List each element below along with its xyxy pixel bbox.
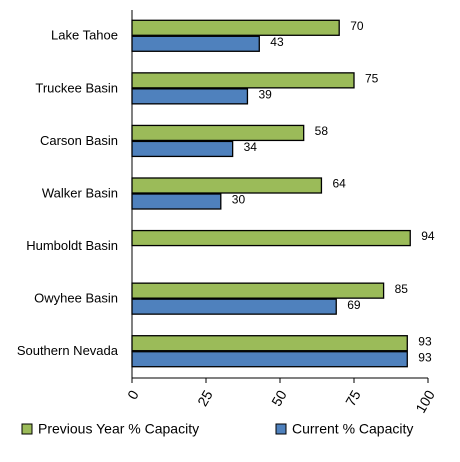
- bar: [131, 19, 340, 36]
- x-tick-label: 50: [268, 387, 290, 409]
- value-label: 75: [365, 72, 379, 86]
- value-label: 43: [270, 35, 284, 49]
- bar: [131, 140, 234, 158]
- bar: [131, 177, 323, 194]
- bar: [131, 282, 385, 299]
- y-tick-label: Owyhee Basin: [34, 291, 118, 306]
- y-tick-label: Humboldt Basin: [26, 238, 118, 253]
- bar: [131, 351, 408, 368]
- legend-label: Previous Year % Capacity: [38, 421, 199, 437]
- value-label: 64: [332, 177, 346, 191]
- bar: [131, 298, 337, 315]
- y-tick-label: Southern Nevada: [17, 343, 119, 358]
- y-tick-label: Carson Basin: [40, 133, 118, 148]
- value-label: 34: [244, 140, 258, 154]
- bar: [131, 124, 305, 142]
- bar: [131, 193, 222, 210]
- value-label: 85: [395, 282, 409, 296]
- y-tick-label: Lake Tahoe: [51, 28, 118, 43]
- value-label: 70: [350, 19, 364, 33]
- value-label: 93: [418, 350, 432, 364]
- x-tick-label: 75: [342, 387, 364, 409]
- x-tick-label: 100: [412, 387, 438, 415]
- value-label: 30: [232, 193, 246, 207]
- value-label: 69: [347, 298, 361, 312]
- bar: [131, 35, 260, 52]
- y-tick-label: Truckee Basin: [35, 80, 118, 95]
- x-tick-label: 25: [194, 387, 216, 409]
- x-tick-label: 0: [124, 387, 142, 402]
- value-label: 58: [315, 124, 329, 138]
- y-tick-label: Walker Basin: [42, 185, 118, 200]
- bar: [131, 335, 408, 352]
- value-label: 94: [421, 229, 435, 243]
- legend-swatch: [275, 423, 287, 435]
- value-label: 39: [258, 88, 272, 102]
- value-label: 93: [418, 334, 432, 348]
- legend-swatch: [21, 423, 33, 435]
- bar: [131, 72, 355, 89]
- bar: [131, 229, 411, 247]
- legend-label: Current % Capacity: [292, 421, 413, 437]
- bar: [131, 88, 249, 105]
